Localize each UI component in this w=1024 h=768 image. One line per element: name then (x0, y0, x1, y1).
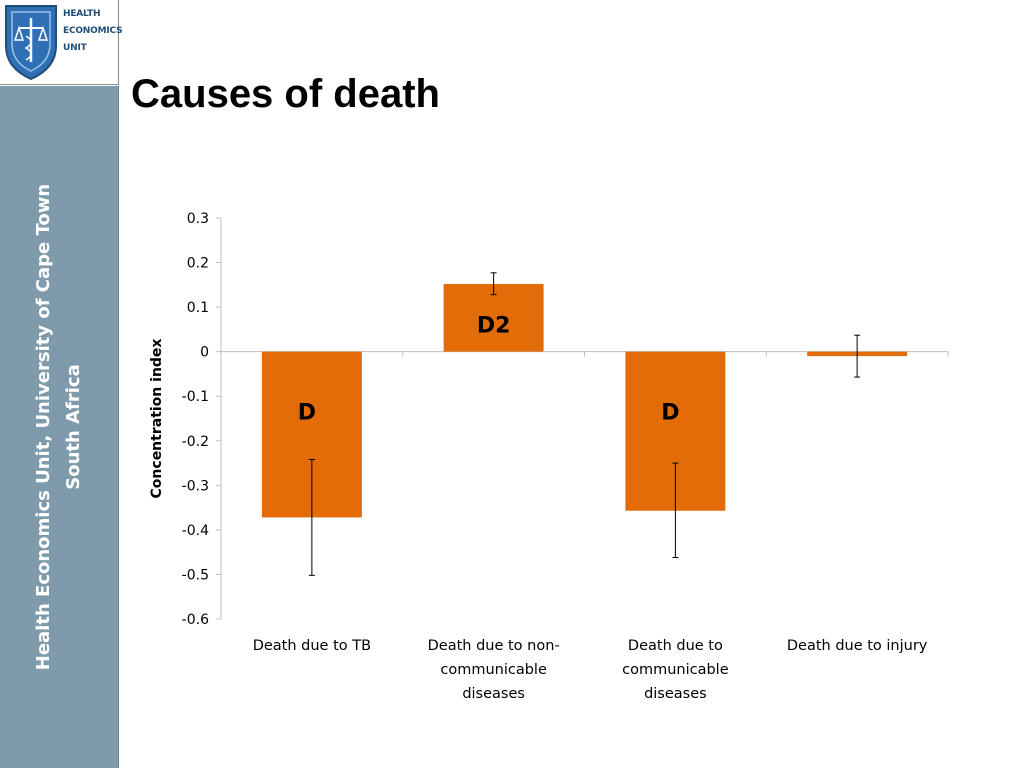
y-tick-label: -0.4 (182, 523, 209, 539)
logo-line-1: HEALTH (63, 9, 101, 19)
bar-annotation: D (661, 401, 679, 426)
y-tick-label: -0.6 (182, 612, 209, 628)
x-tick-label: communicable (622, 662, 729, 678)
logo-text: HEALTH ECONOMICS UNIT (63, 6, 123, 57)
bar-annotation: D2 (477, 314, 511, 339)
bar-chart: 0.3 0.2 0.1 0 -0.1 -0.2 -0.3 -0.4 -0.5 -0.6 Concen… (149, 211, 949, 702)
y-tick-label: -0.2 (182, 434, 209, 450)
y-tick-label: -0.5 (182, 567, 209, 583)
sidebar-caption: Health Economics Unit, University of Cap… (29, 127, 89, 727)
shield-icon (5, 5, 57, 81)
y-tick-label: 0 (200, 345, 209, 361)
bar (443, 283, 544, 352)
x-tick-label: Death due to TB (253, 638, 371, 654)
y-tick-label: 0.2 (187, 256, 209, 272)
y-tick-label: -0.1 (182, 389, 209, 405)
y-tick-label: 0.3 (187, 211, 209, 227)
y-tick-label: -0.3 (182, 478, 209, 494)
sidebar: Health Economics Unit, University of Cap… (0, 86, 119, 768)
bar-annotation: D (298, 401, 316, 426)
x-tick-label: communicable (440, 662, 547, 678)
x-tick-label: Death due to non- (428, 638, 560, 654)
logo-line-2: ECONOMICS (63, 26, 123, 36)
sidebar-caption-line-1: Health Economics Unit, University of Cap… (33, 183, 54, 671)
logo-line-3: UNIT (63, 43, 87, 53)
sidebar-caption-line-2: South Africa (63, 364, 84, 490)
x-tick-label: Death due to (628, 638, 723, 654)
page-title: Causes of death (131, 72, 440, 116)
x-tick-label: Death due to injury (787, 638, 928, 654)
x-tick-label: diseases (462, 686, 525, 702)
y-axis-label: Concentration index (149, 339, 165, 499)
logo: HEALTH ECONOMICS UNIT (0, 0, 123, 85)
x-tick-label: diseases (644, 686, 707, 702)
y-tick-label: 0.1 (187, 300, 209, 316)
